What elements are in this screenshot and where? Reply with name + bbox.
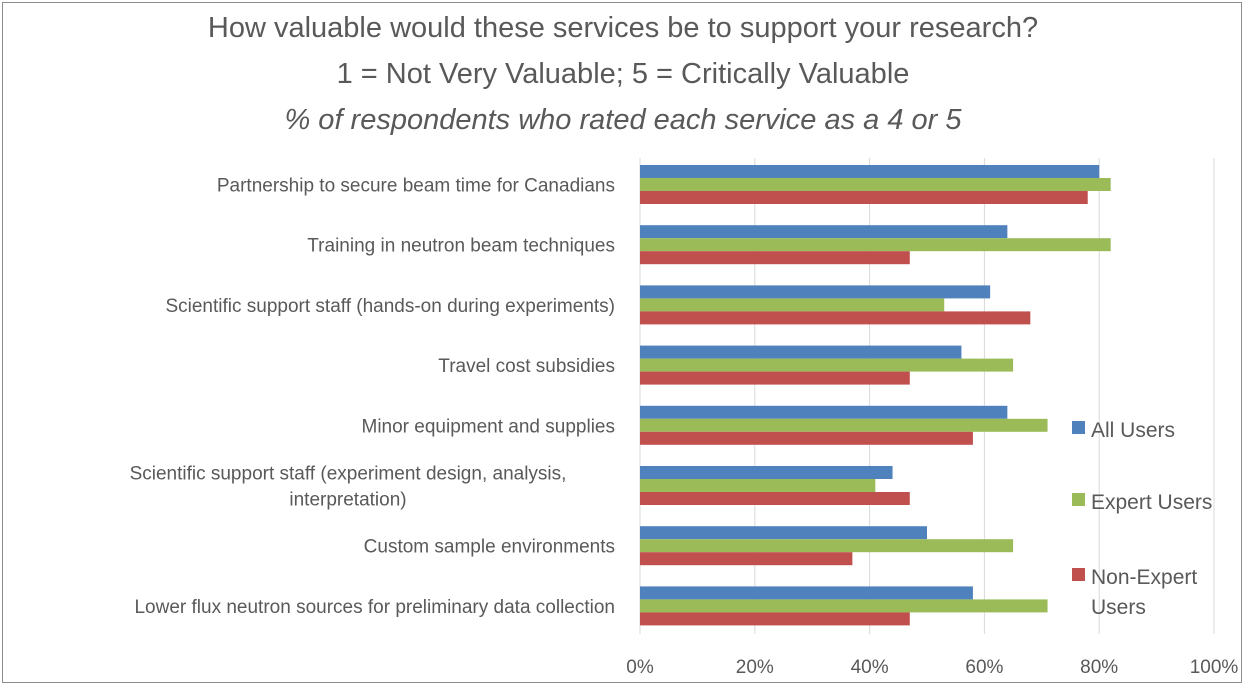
chart-subtitle: 1 = Not Very Valuable; 5 = Critically Va… <box>336 58 910 90</box>
chart-subtitle-italic: % of respondents who rated each service … <box>284 104 962 136</box>
bar <box>640 466 893 479</box>
legend-label: Non-Expert <box>1091 566 1197 589</box>
bar <box>640 539 1014 553</box>
x-tick-label: 60% <box>965 657 1003 678</box>
legend-label: Users <box>1091 596 1146 619</box>
bar <box>640 479 876 492</box>
bar <box>640 178 1111 191</box>
bar <box>640 405 1008 419</box>
bar <box>640 526 927 540</box>
bar <box>640 492 910 505</box>
category-label: Lower flux neutron sources for prelimina… <box>134 597 615 618</box>
bar <box>640 285 991 299</box>
bar <box>640 599 1048 613</box>
x-tick-label: 0% <box>626 657 654 678</box>
bar <box>640 586 973 600</box>
legend-label: All Users <box>1091 419 1175 442</box>
bar <box>640 358 1014 372</box>
category-label: Scientific support staff (hands-on durin… <box>165 296 615 317</box>
bar <box>640 251 910 265</box>
x-tick-label: 40% <box>851 657 889 678</box>
legend-swatch <box>1072 421 1085 434</box>
bar <box>640 225 1008 239</box>
category-label: Custom sample environments <box>364 537 615 558</box>
legend-swatch <box>1072 493 1085 506</box>
bar <box>640 238 1111 252</box>
bar <box>640 311 1031 325</box>
category-label: Scientific support staff (experiment des… <box>130 464 567 485</box>
category-label: Training in neutron beam techniques <box>307 236 615 257</box>
bar <box>640 345 962 359</box>
chart-title: How valuable would these services be to … <box>207 12 1039 44</box>
bar <box>640 371 910 385</box>
x-tick-label: 20% <box>736 657 774 678</box>
bar <box>640 165 1100 178</box>
legend-swatch <box>1072 568 1085 581</box>
bar <box>640 431 973 445</box>
category-label: Travel cost subsidies <box>438 356 615 377</box>
bar <box>640 191 1088 204</box>
bar <box>640 552 853 566</box>
bar <box>640 418 1048 432</box>
x-tick-label: 100% <box>1190 657 1239 678</box>
legend-label: Expert Users <box>1091 491 1212 514</box>
bar <box>640 298 945 312</box>
bar <box>640 612 910 626</box>
category-label: interpretation) <box>289 490 406 511</box>
category-label: Partnership to secure beam time for Cana… <box>217 176 615 197</box>
category-label: Minor equipment and supplies <box>362 416 616 437</box>
x-tick-label: 80% <box>1080 657 1118 678</box>
